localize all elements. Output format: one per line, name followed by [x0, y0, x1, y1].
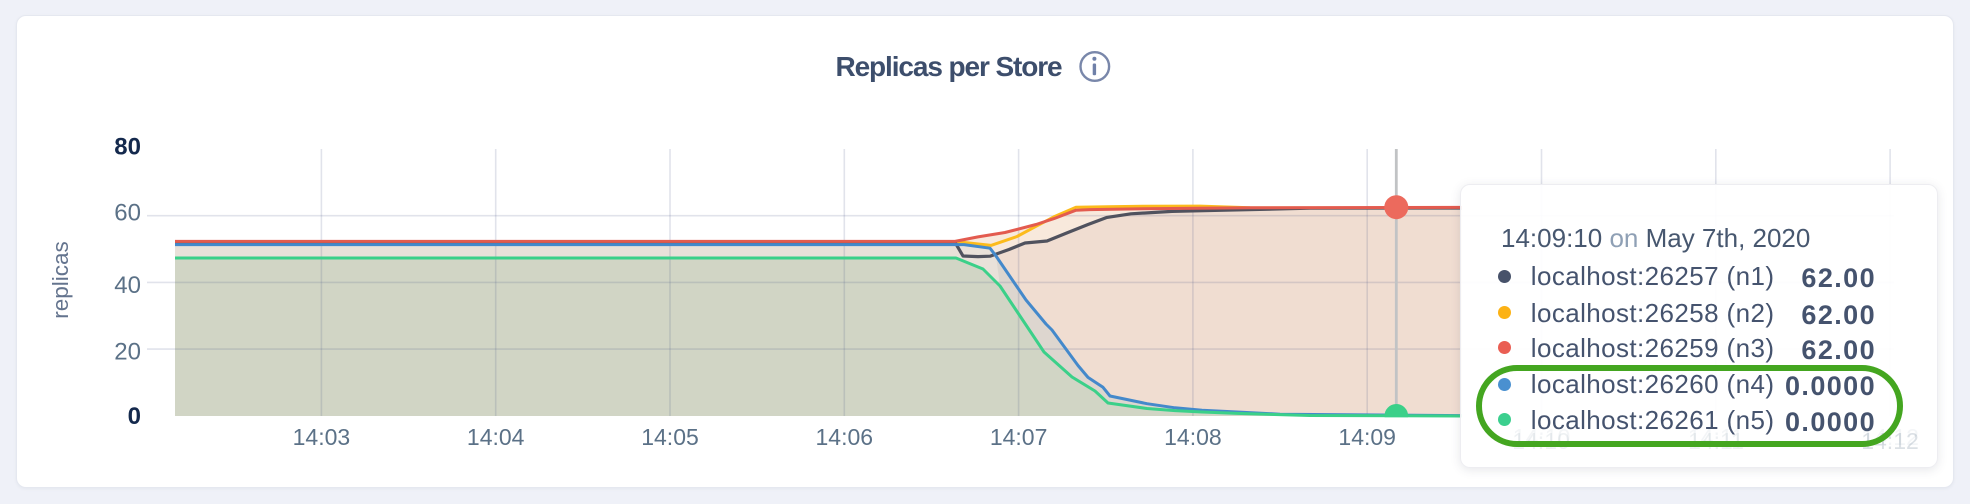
svg-text:14:06: 14:06 — [816, 424, 874, 450]
svg-text:14:05: 14:05 — [641, 424, 699, 450]
svg-text:14:04: 14:04 — [467, 424, 525, 450]
svg-text:14:09: 14:09 — [1338, 424, 1396, 450]
svg-text:40: 40 — [114, 272, 141, 299]
svg-text:14:03: 14:03 — [293, 424, 351, 450]
svg-text:14:07: 14:07 — [990, 424, 1048, 450]
svg-text:replicas: replicas — [48, 241, 73, 319]
svg-text:0: 0 — [128, 403, 141, 430]
svg-text:14:08: 14:08 — [1164, 424, 1222, 450]
svg-text:60: 60 — [114, 199, 141, 226]
svg-text:80: 80 — [114, 134, 141, 161]
svg-text:20: 20 — [114, 339, 141, 366]
